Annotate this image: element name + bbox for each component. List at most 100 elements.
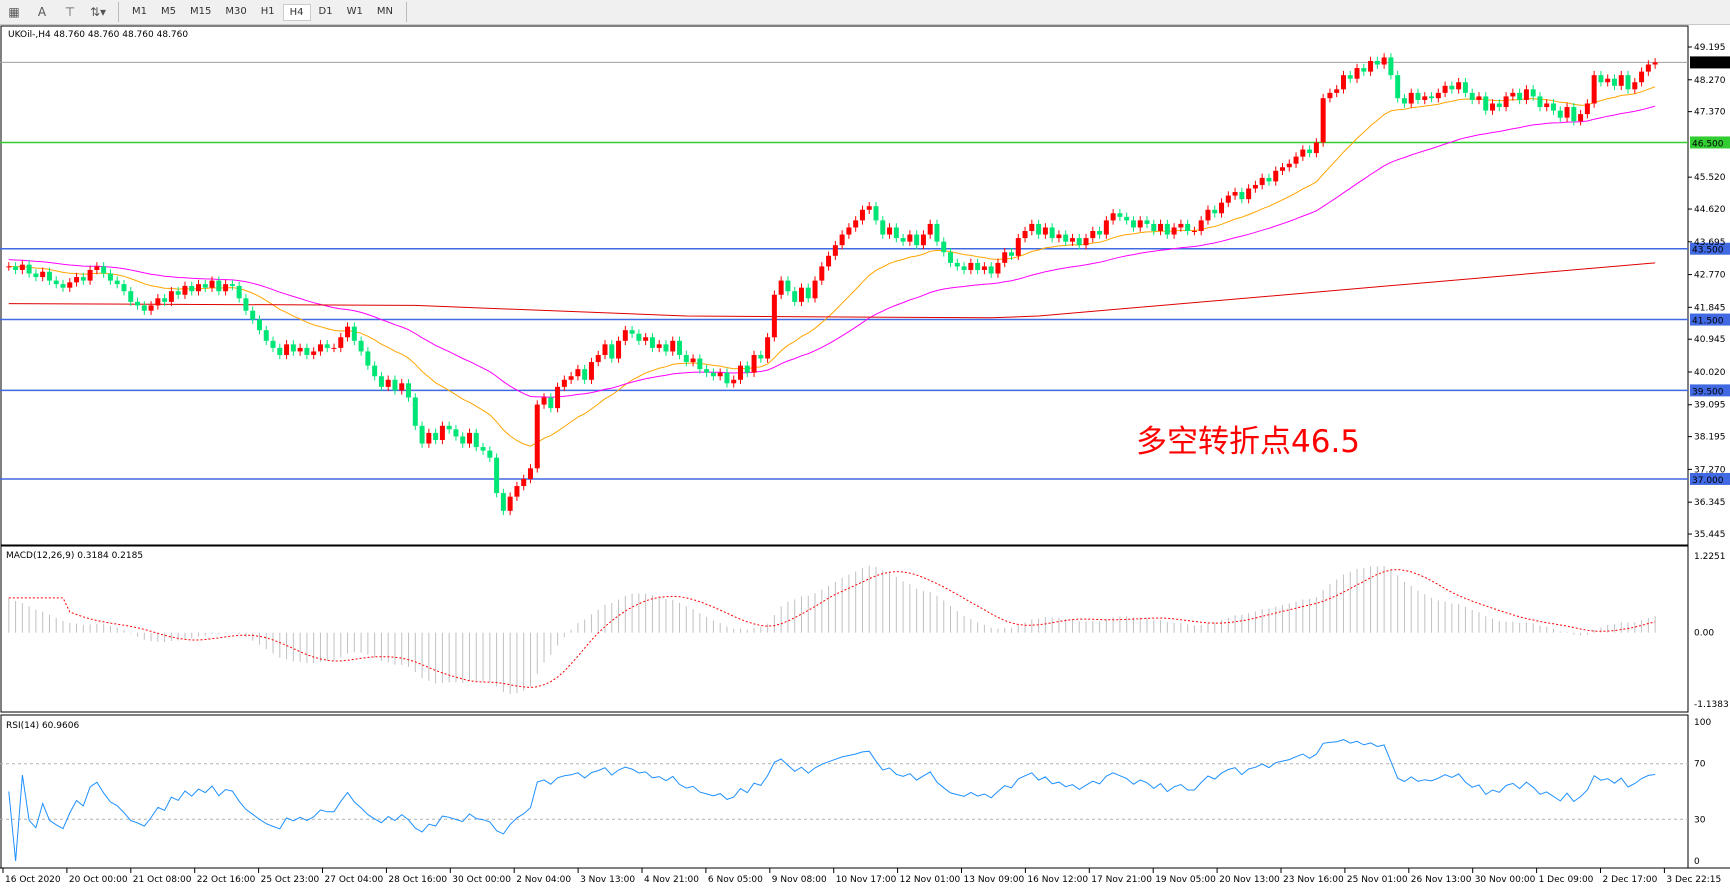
candle-body xyxy=(114,280,120,285)
timeframe-MN[interactable]: MN xyxy=(376,5,393,17)
candle-body xyxy=(826,255,832,267)
candle-body xyxy=(229,284,235,286)
candle-body xyxy=(527,468,533,479)
candle-body xyxy=(107,273,113,281)
timeframe-M5[interactable]: M5 xyxy=(161,5,176,17)
candle-body xyxy=(839,234,845,246)
candle-body xyxy=(751,354,757,373)
ma-mid-line xyxy=(8,105,1656,398)
candle-body xyxy=(690,358,696,363)
candle-body xyxy=(487,450,493,458)
grid-icon[interactable]: ▦ xyxy=(8,5,20,19)
candle-body xyxy=(168,291,174,302)
time-label: 16 Oct 2020 xyxy=(5,875,61,885)
candle-body xyxy=(209,280,215,288)
candle-body xyxy=(704,369,710,373)
price-tick-label: 49.195 xyxy=(1694,43,1726,53)
candle-body xyxy=(324,344,330,348)
timeframe-H4[interactable]: H4 xyxy=(282,3,311,21)
candle-body xyxy=(426,432,432,444)
candle-body xyxy=(1286,163,1292,168)
candle-body xyxy=(256,319,262,331)
candle-body xyxy=(798,287,804,302)
rsi-tick-label: 0 xyxy=(1694,857,1700,867)
candle-body xyxy=(1611,78,1617,86)
macd-panel xyxy=(0,545,1689,713)
candle-body xyxy=(453,429,459,437)
candle-body xyxy=(1388,57,1394,76)
rsi-tick-label: 30 xyxy=(1694,815,1706,825)
candle-body xyxy=(710,372,716,377)
candle-body xyxy=(1347,75,1353,79)
time-label: 26 Nov 13:00 xyxy=(1411,875,1472,885)
timeframe-M15[interactable]: M15 xyxy=(190,5,212,17)
candle-body xyxy=(1029,223,1035,232)
candle-body xyxy=(771,294,777,338)
timeframe-D1[interactable]: D1 xyxy=(318,5,333,17)
rsi-line xyxy=(8,739,1656,862)
price-tick-label: 37.270 xyxy=(1694,465,1726,475)
time-label: 2 Nov 04:00 xyxy=(516,875,571,885)
candle-body xyxy=(351,326,357,341)
candle-body xyxy=(500,493,506,511)
candle-body xyxy=(1422,96,1428,100)
candle-body xyxy=(1510,92,1516,97)
price-tick-label: 41.845 xyxy=(1694,303,1726,313)
candle-body xyxy=(338,337,344,348)
level-label: 43.500 xyxy=(1692,246,1724,256)
candle-body xyxy=(914,234,920,246)
timeframe-H1[interactable]: H1 xyxy=(260,5,275,17)
candle-body xyxy=(1083,238,1089,246)
time-label: 19 Nov 05:00 xyxy=(1155,875,1216,885)
text-label-icon[interactable]: ⊤ xyxy=(64,5,76,19)
timeframe-W1[interactable]: W1 xyxy=(346,5,363,17)
candle-body xyxy=(53,280,59,285)
candle-body xyxy=(87,269,93,281)
level-label: 41.500 xyxy=(1692,317,1724,327)
candle-body xyxy=(683,354,689,363)
time-label: 2 Dec 17:00 xyxy=(1603,875,1658,885)
candle-body xyxy=(372,365,378,377)
candle-body xyxy=(1652,62,1658,65)
candle-body xyxy=(561,379,567,387)
candle-body xyxy=(1185,223,1191,232)
candle-body xyxy=(1022,231,1028,239)
level-label-bg xyxy=(1690,384,1730,397)
time-label: 28 Oct 16:00 xyxy=(388,875,447,885)
candle-body xyxy=(988,266,994,274)
candle-body xyxy=(1191,231,1197,233)
level-label: 46.500 xyxy=(1692,139,1724,149)
candle-body xyxy=(1151,223,1157,232)
time-label: 1 Dec 09:00 xyxy=(1539,875,1594,885)
candle-body xyxy=(1002,252,1008,263)
candle-body xyxy=(196,284,201,292)
candle-body xyxy=(656,344,662,348)
candle-body xyxy=(74,277,80,283)
candle-body xyxy=(1530,89,1536,97)
candle-body xyxy=(304,347,310,355)
candle-body xyxy=(629,330,635,334)
candle-body xyxy=(419,425,425,444)
candle-body xyxy=(941,241,947,253)
candle-body xyxy=(1442,85,1448,93)
timeframe-M30[interactable]: M30 xyxy=(225,5,247,17)
candle-body xyxy=(1178,223,1184,228)
candle-body xyxy=(1591,75,1597,104)
candle-body xyxy=(480,447,486,451)
timeframe-M1[interactable]: M1 xyxy=(132,5,147,17)
candle-body xyxy=(1056,234,1062,239)
arrows-icon[interactable]: ⇅▾ xyxy=(89,5,107,19)
main-panel xyxy=(0,25,1689,546)
candle-body xyxy=(1232,192,1238,196)
candle-body xyxy=(26,264,32,274)
rsi-label: RSI(14) 60.9606 xyxy=(6,721,79,731)
candle-body xyxy=(1103,220,1109,235)
price-tick-label: 38.195 xyxy=(1694,433,1726,443)
candle-body xyxy=(1110,213,1116,221)
candle-body xyxy=(792,291,798,302)
macd-signal-line xyxy=(8,569,1656,689)
candle-body xyxy=(67,282,73,288)
text-icon[interactable]: A xyxy=(37,5,47,19)
price-tick-label: 42.770 xyxy=(1694,271,1726,281)
